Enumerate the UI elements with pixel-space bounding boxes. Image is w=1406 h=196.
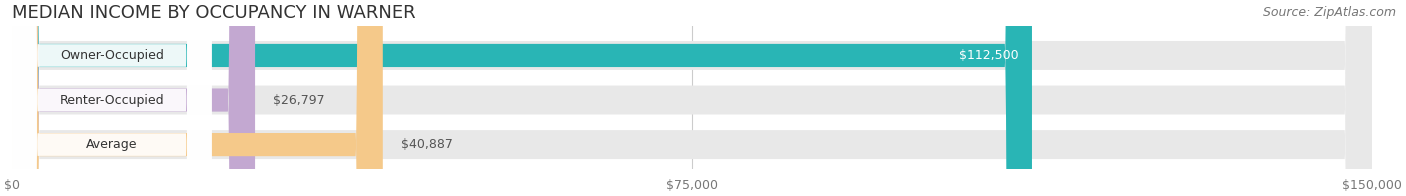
FancyBboxPatch shape	[13, 0, 211, 196]
Text: MEDIAN INCOME BY OCCUPANCY IN WARNER: MEDIAN INCOME BY OCCUPANCY IN WARNER	[13, 4, 416, 22]
Text: Renter-Occupied: Renter-Occupied	[59, 93, 165, 107]
Text: $112,500: $112,500	[959, 49, 1018, 62]
FancyBboxPatch shape	[13, 0, 211, 196]
Text: $26,797: $26,797	[273, 93, 325, 107]
FancyBboxPatch shape	[13, 0, 1372, 196]
Text: Source: ZipAtlas.com: Source: ZipAtlas.com	[1263, 6, 1396, 19]
Text: Average: Average	[86, 138, 138, 151]
FancyBboxPatch shape	[13, 0, 211, 196]
Text: Owner-Occupied: Owner-Occupied	[60, 49, 165, 62]
FancyBboxPatch shape	[13, 0, 382, 196]
FancyBboxPatch shape	[13, 0, 1372, 196]
Text: $40,887: $40,887	[401, 138, 453, 151]
FancyBboxPatch shape	[13, 0, 254, 196]
FancyBboxPatch shape	[13, 0, 1032, 196]
FancyBboxPatch shape	[13, 0, 1372, 196]
